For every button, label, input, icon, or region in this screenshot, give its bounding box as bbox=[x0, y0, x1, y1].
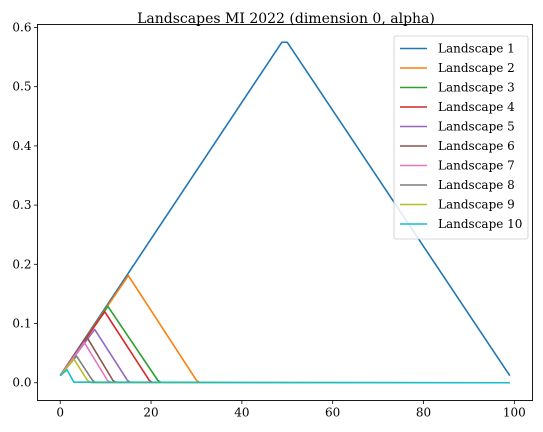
x-tick-label: 20 bbox=[143, 406, 158, 420]
x-tick-label: 60 bbox=[325, 406, 340, 420]
legend-label: Landscape 2 bbox=[438, 61, 515, 75]
y-tick-label: 0.0 bbox=[12, 376, 31, 390]
y-tick-label: 0.6 bbox=[12, 20, 31, 34]
legend-label: Landscape 5 bbox=[438, 120, 515, 134]
x-tick-label: 0 bbox=[56, 406, 64, 420]
y-tick-label: 0.2 bbox=[12, 257, 31, 271]
series-line-4 bbox=[59, 310, 510, 384]
y-tick-label: 0.3 bbox=[12, 198, 31, 212]
series-line-2 bbox=[59, 274, 510, 384]
chart-title: Landscapes MI 2022 (dimension 0, alpha) bbox=[137, 11, 435, 27]
legend-box bbox=[393, 35, 529, 240]
y-axis: 0.0 0.1 0.2 0.3 0.4 0.5 0.6 bbox=[12, 20, 38, 390]
series-line-8 bbox=[59, 355, 510, 384]
series-line-5 bbox=[59, 328, 510, 384]
series-line-10 bbox=[59, 368, 510, 384]
x-tick-label: 80 bbox=[416, 406, 431, 420]
x-tick-label: 40 bbox=[234, 406, 249, 420]
series-line-9 bbox=[59, 358, 510, 384]
legend-label: Landscape 6 bbox=[438, 139, 515, 153]
legend: Landscape 1 Landscape 2 Landscape 3 Landsca… bbox=[393, 35, 529, 240]
legend-label: Landscape 4 bbox=[438, 100, 515, 114]
legend-label: Landscape 1 bbox=[438, 42, 515, 56]
legend-label: Landscape 9 bbox=[438, 198, 515, 212]
legend-label: Landscape 3 bbox=[438, 81, 515, 95]
y-tick-label: 0.5 bbox=[12, 80, 31, 94]
x-axis: 0 20 40 60 80 100 bbox=[56, 400, 526, 420]
plot-frame bbox=[37, 24, 533, 401]
y-tick-label: 0.1 bbox=[12, 317, 31, 331]
x-tick-label: 100 bbox=[503, 406, 526, 420]
series-line-6 bbox=[59, 335, 510, 384]
y-tick-label: 0.4 bbox=[12, 139, 31, 153]
legend-label: Landscape 10 bbox=[438, 217, 522, 231]
legend-label: Landscape 7 bbox=[438, 159, 515, 173]
legend-label: Landscape 8 bbox=[438, 178, 515, 192]
series-line-3 bbox=[59, 305, 510, 384]
